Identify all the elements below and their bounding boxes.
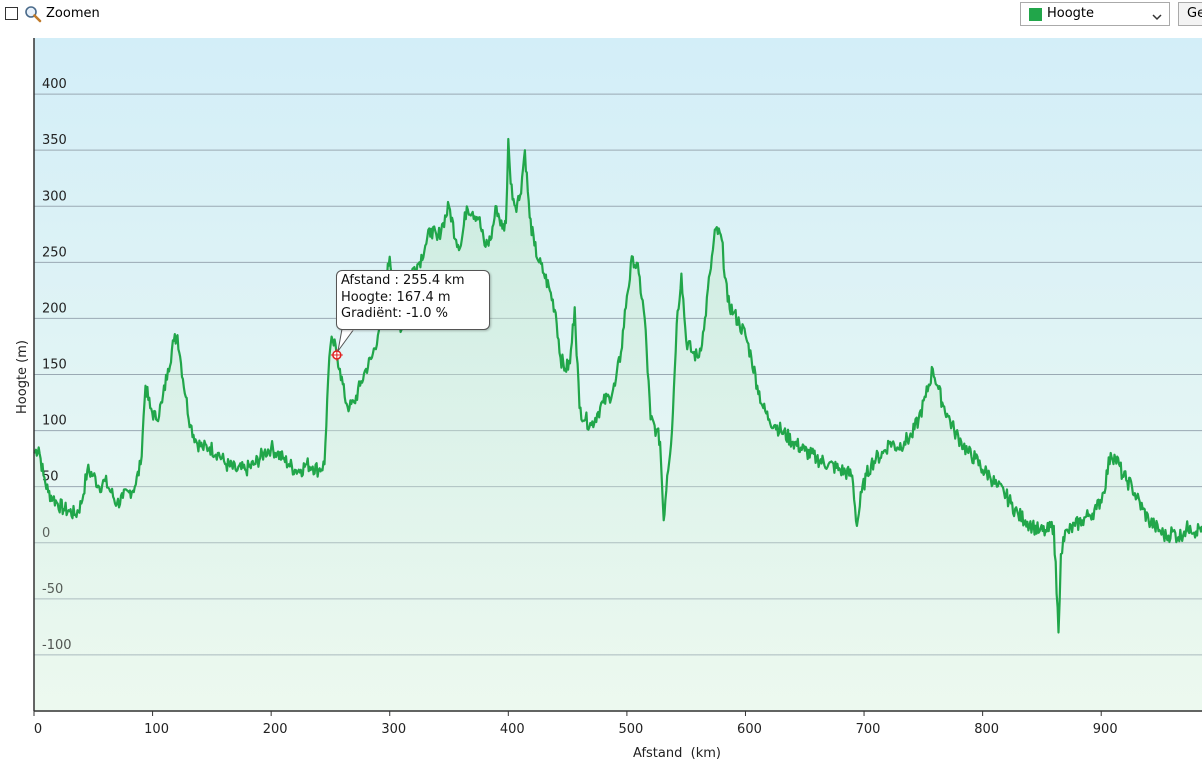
- toolbar: Zoomen Hoogte Ge: [0, 0, 1202, 30]
- y-tick-label: 350: [42, 133, 67, 148]
- y-tick-label: 100: [42, 414, 67, 429]
- y-tick-label: 300: [42, 189, 67, 204]
- series-dropdown-value: Hoogte: [1047, 6, 1095, 21]
- series-color-swatch: [1029, 8, 1042, 21]
- x-tick-label: 400: [500, 722, 525, 737]
- x-tick-label: 100: [144, 722, 169, 737]
- truncated-button-label: Ge: [1187, 6, 1202, 21]
- zoom-checkbox[interactable]: [5, 7, 18, 20]
- series-dropdown[interactable]: Hoogte: [1020, 2, 1170, 26]
- x-axis-title: Afstand (km): [633, 746, 721, 761]
- tooltip-distance: Afstand : 255.4 km: [341, 273, 465, 288]
- truncated-button[interactable]: Ge: [1178, 2, 1202, 26]
- y-axis-title: Hoogte (m): [15, 340, 30, 414]
- y-tick-label: 400: [42, 77, 67, 92]
- zoom-label: Zoomen: [46, 6, 100, 21]
- x-tick-label: 700: [856, 722, 881, 737]
- y-tick-label: 250: [42, 245, 67, 260]
- x-tick-label: 0: [34, 722, 42, 737]
- y-tick-label: 150: [42, 358, 67, 373]
- chevron-down-icon: [1151, 8, 1163, 21]
- x-tick-label: 900: [1093, 722, 1118, 737]
- hover-tooltip: Afstand : 255.4 km Hoogte: 167.4 m Gradi…: [336, 270, 490, 330]
- x-tick-label: 600: [737, 722, 762, 737]
- tooltip-pointer: [337, 329, 355, 352]
- y-tick-label: 50: [42, 470, 59, 485]
- x-ticks: 0 100 200 300 400 500 600 700 800 900: [33, 711, 1118, 737]
- x-tick-label: 300: [381, 722, 406, 737]
- tooltip-height: Hoogte: 167.4 m: [341, 289, 451, 305]
- x-tick-label: 500: [618, 722, 643, 737]
- y-tick-label: 200: [42, 301, 67, 316]
- hover-marker[interactable]: [330, 348, 343, 361]
- tooltip-gradient: Gradiënt: -1.0 %: [341, 306, 448, 321]
- elevation-area-fill: [34, 139, 1202, 711]
- elevation-line: [33, 137, 1202, 634]
- x-tick-label: 800: [974, 722, 999, 737]
- magnifier-icon: [24, 5, 42, 23]
- x-tick-label: 200: [263, 722, 288, 737]
